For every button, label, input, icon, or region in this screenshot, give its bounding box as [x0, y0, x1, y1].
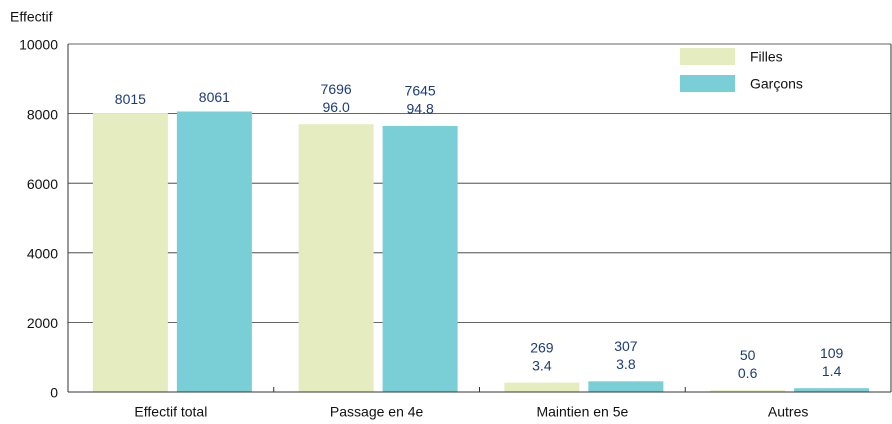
x-tick-label: Maintien en 5e: [536, 404, 628, 420]
data-label: 8015: [115, 91, 146, 107]
bar: [504, 382, 580, 392]
x-tick-label: Effectif total: [134, 404, 207, 420]
percent-label: 3.8: [616, 356, 636, 372]
x-tick-label: Autres: [768, 404, 808, 420]
data-label: 269: [530, 339, 554, 355]
bar: [176, 111, 252, 392]
bar: [794, 388, 870, 392]
data-label: 50: [740, 347, 756, 363]
legend-swatch: [680, 75, 735, 92]
bar: [92, 113, 168, 392]
bar: [710, 390, 786, 392]
y-tick-label: 8000: [27, 106, 58, 122]
y-tick-label: 10000: [19, 37, 58, 53]
x-tick-label: Passage en 4e: [330, 404, 424, 420]
percent-label: 96.0: [323, 99, 350, 115]
y-tick-label: 2000: [27, 315, 58, 331]
y-tick-label: 4000: [27, 246, 58, 262]
data-label: 7696: [321, 81, 352, 97]
data-label: 7645: [405, 83, 436, 99]
data-label: 8061: [199, 89, 230, 105]
data-label: 307: [614, 338, 638, 354]
percent-label: 1.4: [822, 363, 842, 379]
legend-label: Garçons: [750, 76, 803, 92]
y-tick-label: 0: [50, 385, 58, 401]
percent-label: 94.8: [407, 101, 434, 117]
legend-label: Filles: [750, 49, 783, 65]
percent-label: 3.4: [532, 357, 552, 373]
data-label: 109: [820, 345, 844, 361]
bar: [588, 381, 664, 392]
bar: [298, 124, 374, 392]
y-tick-label: 6000: [27, 176, 58, 192]
legend-swatch: [680, 48, 735, 65]
bar: [382, 125, 458, 392]
y-axis-label: Effectif: [10, 9, 53, 25]
percent-label: 0.6: [738, 365, 758, 381]
